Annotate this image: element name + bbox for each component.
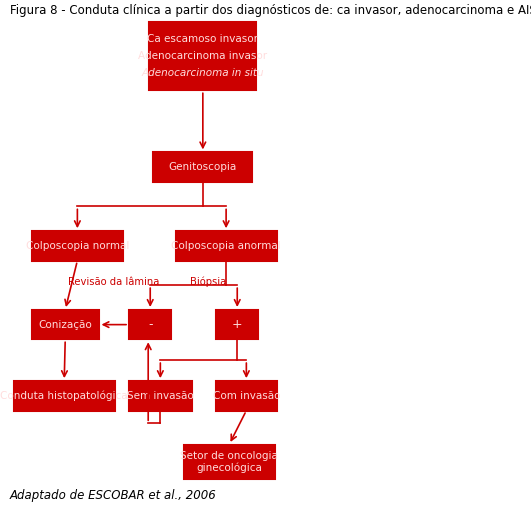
Text: Conização: Conização bbox=[38, 319, 92, 330]
Text: Genitoscopia: Genitoscopia bbox=[169, 162, 237, 172]
Text: ginecológica: ginecológica bbox=[196, 462, 262, 473]
Text: Com invasão: Com invasão bbox=[212, 391, 280, 401]
FancyBboxPatch shape bbox=[216, 310, 259, 339]
FancyBboxPatch shape bbox=[216, 381, 277, 410]
FancyBboxPatch shape bbox=[129, 381, 192, 410]
Text: Adenocarcinoma in situ: Adenocarcinoma in situ bbox=[142, 68, 264, 78]
Text: Conduta histopatológica: Conduta histopatológica bbox=[1, 390, 128, 401]
FancyBboxPatch shape bbox=[149, 22, 256, 90]
Text: Biópsia: Biópsia bbox=[190, 276, 226, 287]
Text: Setor de oncologia: Setor de oncologia bbox=[180, 451, 278, 461]
FancyBboxPatch shape bbox=[14, 381, 115, 410]
Text: Colposcopia anormal: Colposcopia anormal bbox=[171, 241, 281, 251]
Text: Figura 8 - Conduta clínica a partir dos diagnósticos de: ca invasor, adenocarcin: Figura 8 - Conduta clínica a partir dos … bbox=[10, 4, 531, 17]
FancyBboxPatch shape bbox=[32, 231, 123, 261]
FancyBboxPatch shape bbox=[176, 231, 277, 261]
Text: Adaptado de ESCOBAR et al., 2006: Adaptado de ESCOBAR et al., 2006 bbox=[10, 489, 216, 502]
Text: Colposcopia normal: Colposcopia normal bbox=[25, 241, 129, 251]
Text: Adenocarcinoma invasor: Adenocarcinoma invasor bbox=[138, 51, 268, 61]
Text: +: + bbox=[232, 318, 243, 331]
Text: -: - bbox=[148, 318, 152, 331]
Text: Sem invasão: Sem invasão bbox=[127, 391, 194, 401]
Text: Revisão da lâmina: Revisão da lâmina bbox=[68, 277, 160, 287]
FancyBboxPatch shape bbox=[32, 310, 99, 339]
Text: Ca escamoso invasor: Ca escamoso invasor bbox=[147, 34, 259, 44]
FancyBboxPatch shape bbox=[129, 310, 172, 339]
FancyBboxPatch shape bbox=[184, 445, 275, 479]
FancyBboxPatch shape bbox=[153, 152, 252, 182]
